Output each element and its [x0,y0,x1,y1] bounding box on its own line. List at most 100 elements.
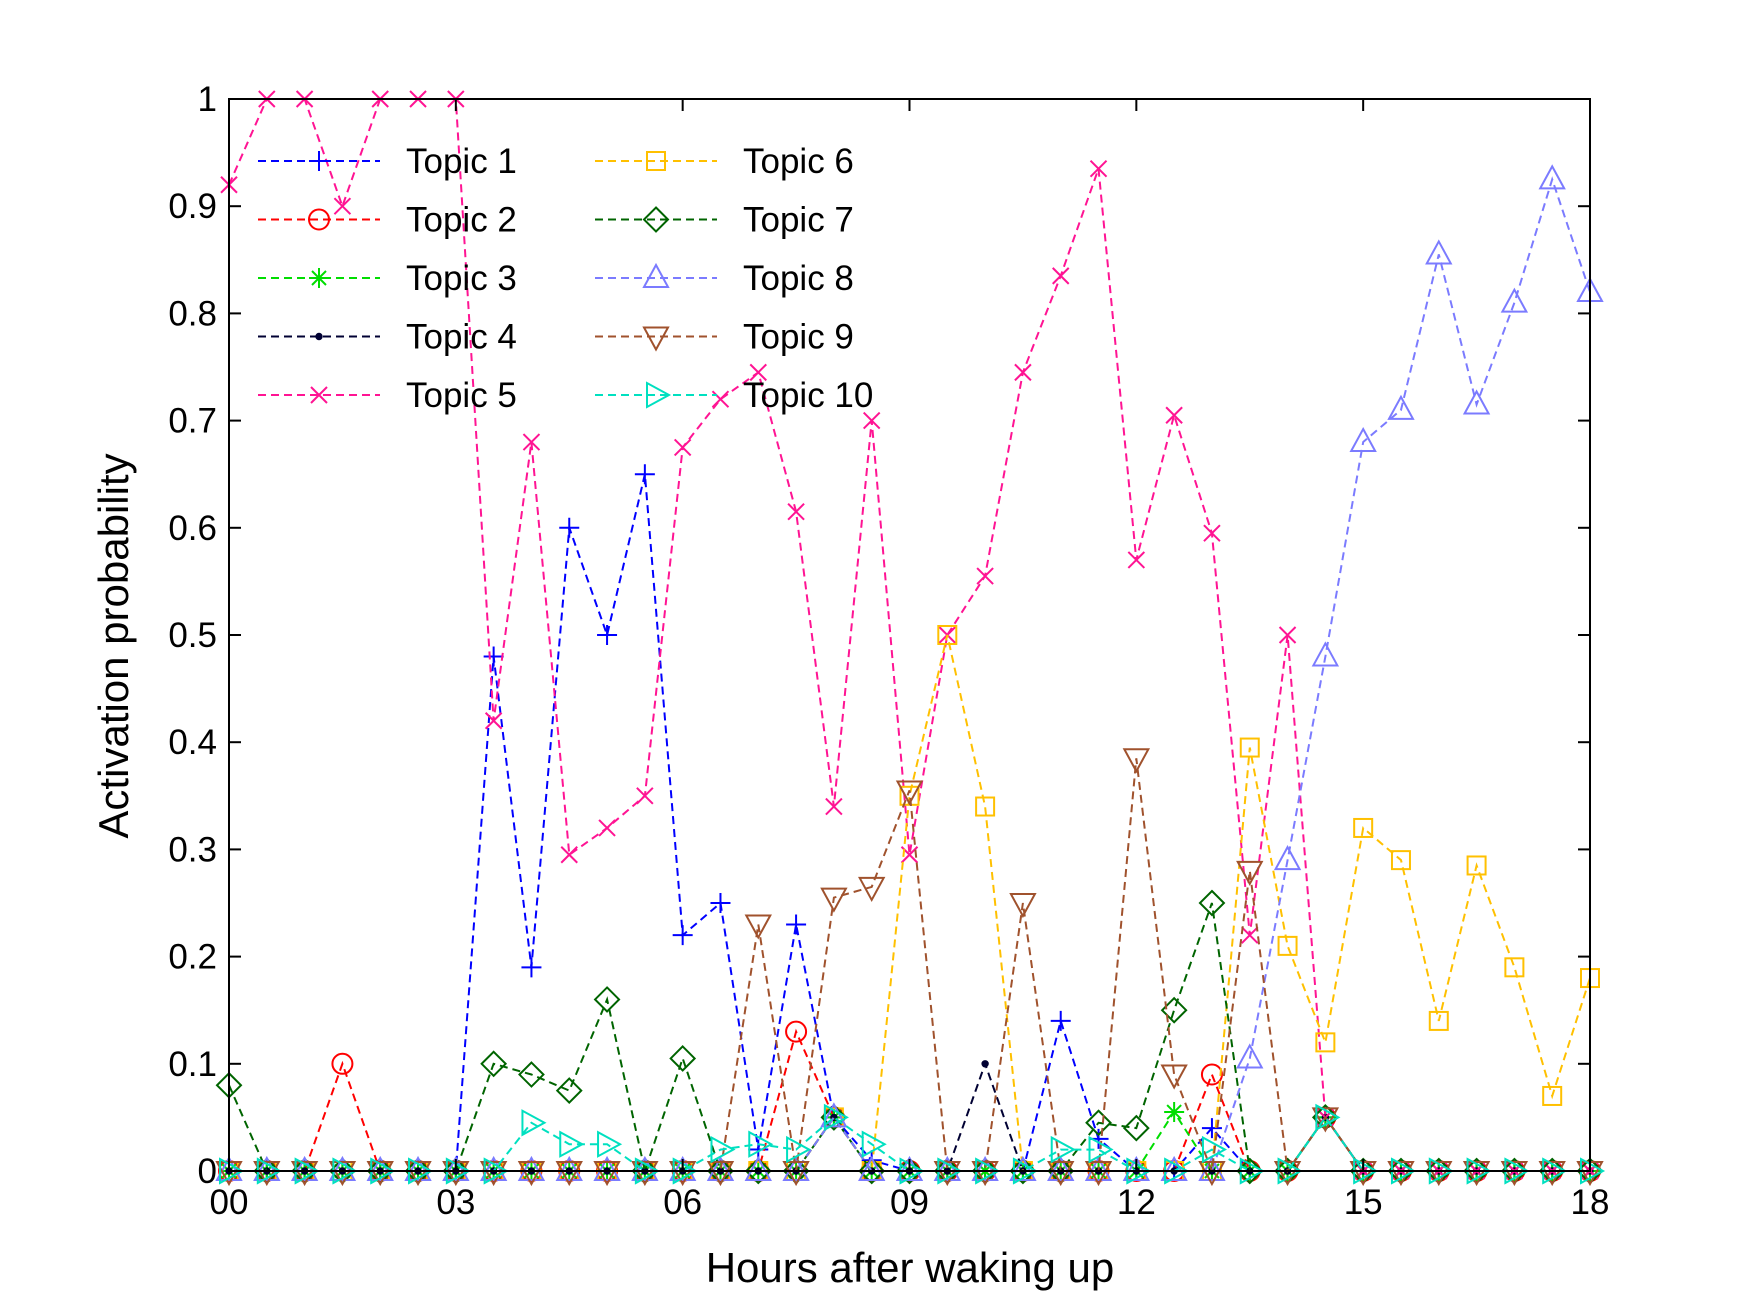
legend-marker [310,386,328,404]
data-point [1504,957,1525,978]
data-point [1236,1043,1264,1069]
data-point [1122,1155,1151,1181]
data-point [823,1103,849,1132]
data-point [522,433,541,451]
axes-layer: 00 03 06 09 12 15 18 0 0.1 0.2 0.3 0.4 0.5 0.6 0.7 0.8 0… [168,80,1609,1222]
data-point [555,1161,583,1187]
data-point [1353,817,1374,838]
y-tick-label: 0.8 [168,294,217,333]
legend-marker [315,332,323,341]
data-point [1198,889,1226,917]
y-tick-label: 0.1 [168,1045,217,1084]
data-point [744,914,772,940]
data-point [1047,1155,1075,1181]
data-point [333,197,352,215]
data-point [782,1161,810,1187]
data-point [1122,748,1151,774]
data-point [861,1130,887,1158]
data-point [559,1130,585,1158]
data-point [593,1161,621,1187]
legend-entry: Topic 5 [258,376,517,415]
data-point [521,957,542,978]
data-point [1085,1109,1112,1137]
data-point [521,1109,547,1137]
y-tick-label: 0.2 [168,938,217,977]
data-point [404,1155,432,1181]
data-point [1462,1161,1491,1187]
data-point [598,819,616,837]
data-point [669,1045,697,1072]
data-point [484,712,503,730]
data-point [331,1052,354,1075]
data-point [1165,406,1183,424]
data-point [1278,626,1297,644]
data-point [253,1155,281,1181]
data-point [1277,935,1298,956]
data-point [597,1130,623,1158]
x-tick-label: 00 [210,1183,249,1222]
data-point [787,503,805,521]
data-point [560,846,578,864]
data-point [1273,1161,1302,1187]
data-point [219,1157,245,1185]
data-point [710,1135,736,1164]
legend-entry: Topic 8 [595,259,854,298]
data-point [1538,164,1566,190]
data-point [1311,1107,1340,1133]
data-point [1500,1161,1529,1187]
data-point [1052,267,1070,285]
data-point [1050,1010,1071,1031]
data-point [442,1155,470,1181]
data-point [1538,1161,1566,1187]
data-point [636,787,654,805]
data-point [1164,1102,1185,1123]
data-point [1428,1010,1449,1031]
data-point [976,567,994,585]
data-point [975,796,996,817]
data-point [1349,426,1377,453]
legend-label: Topic 6 [743,142,854,181]
y-axis-label: Activation probability [90,453,137,838]
legend-marker [309,151,329,171]
data-point [593,986,621,1013]
x-tick-label: 03 [436,1183,475,1222]
data-point [672,925,693,946]
data-point [517,1155,546,1181]
y-tick-label: 0.5 [168,616,217,655]
data-point [786,1135,812,1164]
data-point [1241,926,1259,944]
x-tick-label: 09 [890,1183,929,1222]
data-point [1198,1155,1226,1181]
data-point [290,1155,319,1181]
x-tick-label: 18 [1571,1183,1610,1222]
data-point [1203,524,1221,542]
y-tick-label: 0.7 [168,402,217,441]
legend-entry: Topic 4 [258,318,517,357]
data-point [820,887,848,913]
data-point [820,1102,848,1128]
data-point [895,780,924,806]
legend-label: Topic 8 [743,259,854,298]
data-point [862,411,881,430]
data-point [1315,1032,1336,1053]
data-point [1047,1161,1075,1187]
data-point [710,893,731,913]
legend-label: Topic 4 [406,318,517,357]
data-point [1236,860,1264,886]
data-point [597,625,618,645]
data-point [328,1161,357,1187]
data-point [1273,845,1302,871]
y-tick-label: 0.3 [168,830,217,869]
data-point [1160,1064,1188,1090]
data-point [1542,1085,1563,1106]
data-point [1462,389,1491,415]
data-point [971,1161,999,1187]
y-tick-label: 0.6 [168,509,217,548]
legend-marker [309,268,329,288]
legend-marker [646,151,666,171]
legend-marker [646,381,672,409]
legend-marker [642,326,670,352]
y-tick-label: 0 [198,1152,217,1191]
x-axis-label: Hours after waking up [706,1244,1115,1291]
